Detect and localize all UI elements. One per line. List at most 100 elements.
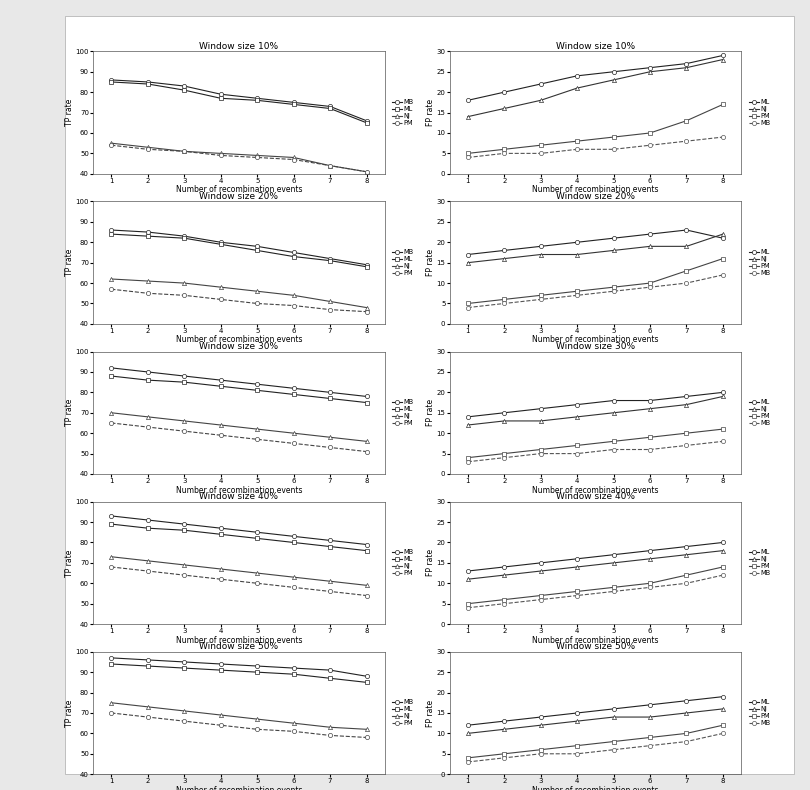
Line: MB: MB [466,732,725,764]
PM [180,570,190,580]
MB [609,145,619,154]
PM [681,116,691,126]
ML [645,63,654,73]
ML [143,661,153,671]
NJ [463,574,473,584]
PM [609,583,619,592]
PM [572,587,582,596]
X-axis label: Number of recombination events: Number of recombination events [176,336,302,344]
PM [288,727,298,736]
PM [288,301,298,310]
MB [361,672,371,681]
MB [681,737,691,747]
ML [180,664,190,673]
MB [361,260,371,269]
Line: NJ: NJ [466,232,725,265]
MB [107,225,117,235]
ML [107,229,117,239]
NJ [180,416,190,426]
Y-axis label: TP rate: TP rate [65,399,74,427]
PM [215,574,225,584]
NJ [180,147,190,156]
NJ [143,702,153,712]
PM [718,562,727,572]
NJ [288,573,298,582]
X-axis label: Number of recombination events: Number of recombination events [176,636,302,645]
NJ [288,718,298,728]
ML [215,239,225,249]
Line: NJ: NJ [109,411,369,443]
MB [215,659,225,668]
ML [180,234,190,243]
Y-axis label: TP rate: TP rate [65,249,74,276]
Title: Window size 50%: Window size 50% [556,642,635,651]
MB [463,457,473,466]
PM [499,295,509,304]
ML [253,386,262,395]
NJ [681,242,691,251]
NJ [536,720,546,730]
PM [107,141,117,150]
NJ [499,103,509,113]
ML [572,238,582,247]
Legend: MB, ML, NJ, PM: MB, ML, NJ, PM [391,98,415,127]
PM [326,305,335,314]
ML [536,713,546,722]
Line: ML: ML [466,694,725,728]
NJ [143,142,153,152]
X-axis label: Number of recombination events: Number of recombination events [532,486,659,495]
PM [645,733,654,743]
NJ [361,303,371,312]
NJ [463,112,473,122]
PM [681,428,691,438]
PM [536,591,546,600]
Y-axis label: TP rate: TP rate [65,699,74,727]
Line: NJ: NJ [109,555,369,588]
PM [361,447,371,457]
NJ [143,412,153,422]
Line: PM: PM [109,143,369,174]
NJ [463,728,473,738]
MB [536,595,546,604]
Y-axis label: FP rate: FP rate [426,699,435,727]
NJ [536,566,546,576]
MB [645,741,654,750]
PM [609,132,619,141]
NJ [253,424,262,434]
Line: PM: PM [109,565,369,597]
Y-axis label: FP rate: FP rate [426,549,435,577]
PM [326,587,335,596]
PM [361,733,371,743]
Title: Window size 40%: Window size 40% [199,492,279,501]
MB [718,132,727,141]
NJ [107,552,117,562]
Line: MB: MB [109,514,369,547]
ML [499,88,509,97]
NJ [107,274,117,284]
ML [215,665,225,675]
Line: ML: ML [109,80,369,125]
NJ [718,392,727,401]
ML [143,231,153,241]
MB [718,728,727,738]
NJ [253,151,262,160]
ML [681,542,691,551]
NJ [288,428,298,438]
ML [288,538,298,547]
ML [718,388,727,397]
PM [143,145,153,154]
ML [143,375,153,385]
PM [361,591,371,600]
MB [572,591,582,600]
MB [180,231,190,241]
MB [361,392,371,401]
MB [143,228,153,237]
Line: ML: ML [109,374,369,404]
MB [180,81,190,91]
PM [536,745,546,754]
NJ [215,420,225,430]
Line: ML: ML [466,228,725,257]
ML [361,546,371,555]
MB [645,583,654,592]
ML [361,262,371,272]
